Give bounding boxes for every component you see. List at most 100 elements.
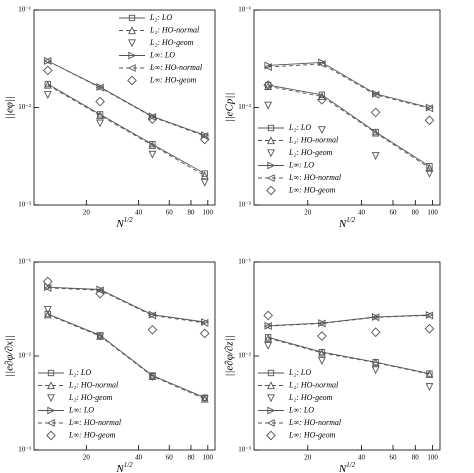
marker [317, 319, 326, 328]
legend-label: L₂: LO [68, 368, 91, 377]
marker [200, 178, 209, 187]
legend-marker [127, 75, 137, 86]
series-line [47, 314, 205, 400]
y-axis-label: ||e∂φ/∂z|| [224, 335, 236, 376]
legend-marker [267, 149, 275, 158]
legend-marker [267, 136, 275, 145]
marker [263, 80, 273, 90]
y-tick-label: 10⁻³ [238, 201, 251, 209]
marker [200, 395, 209, 404]
plot-frame [253, 9, 441, 206]
x-tick-label: 100 [203, 454, 214, 462]
legend-label: L∞: LO [288, 405, 314, 414]
y-tick-label: 10⁻¹ [238, 258, 251, 266]
marker [263, 322, 272, 331]
x-tick-label: 40 [135, 209, 143, 217]
marker [317, 348, 326, 357]
series-line [47, 286, 205, 323]
legend-marker [266, 419, 275, 427]
y-tick-label: 10⁻¹ [18, 258, 31, 266]
legend-marker [267, 394, 275, 403]
marker [318, 58, 327, 67]
marker [371, 366, 380, 375]
y-tick-label: 10⁻² [18, 103, 31, 111]
legend-marker [267, 381, 275, 390]
plot-frame [253, 261, 441, 451]
x-tick-label: 20 [83, 209, 91, 217]
marker [201, 318, 209, 326]
series-line [47, 287, 205, 324]
series-line [47, 313, 205, 399]
marker [425, 169, 434, 178]
marker [147, 324, 158, 335]
marker [42, 65, 53, 76]
x-tick-label: 80 [187, 454, 195, 462]
legend-marker [46, 419, 55, 427]
series-line [268, 85, 430, 169]
legend-label: L∞: HO-normal [288, 173, 342, 182]
x-tick-label: 100 [203, 209, 214, 217]
x-tick-label: 100 [427, 209, 438, 217]
x-tick-label: 40 [358, 454, 366, 462]
legend-label: L₂: HO-geom [68, 393, 113, 402]
y-tick-label: 10⁻² [238, 352, 251, 360]
legend-label: L∞: LO [68, 405, 94, 414]
marker [148, 373, 157, 382]
series-line [47, 84, 205, 177]
marker [370, 107, 381, 118]
x-tick-label: 20 [304, 454, 312, 462]
legend-marker [266, 174, 275, 182]
marker [371, 90, 380, 99]
x-axis-label: N1/2 [115, 461, 133, 473]
y-tick-label: 10⁻³ [18, 446, 31, 454]
marker [425, 370, 434, 378]
y-axis-label: ||eφ|| [4, 96, 16, 119]
marker [424, 323, 435, 334]
marker [264, 61, 273, 70]
marker [43, 80, 52, 89]
marker [147, 114, 158, 124]
legend-label: L₂: LO [288, 368, 311, 377]
y-tick-label: 10⁻² [18, 352, 31, 360]
legend-marker [128, 39, 136, 48]
marker [148, 141, 157, 149]
x-tick-label: 60 [166, 209, 174, 217]
legend-marker [128, 51, 137, 60]
legend-label: L∞: LO [149, 50, 175, 59]
marker [426, 163, 433, 170]
marker [371, 358, 380, 367]
legend-marker [267, 369, 275, 377]
legend-label: L∞: HO-geom [68, 430, 116, 439]
y-tick-label: 10⁻¹ [18, 6, 31, 14]
panel: 10⁻³ 10⁻² 10⁻¹ 20 40 60 80 100 N1/2 ||e∂φ/∂x|| L₂:… [4, 258, 216, 473]
marker [95, 288, 105, 299]
marker [95, 286, 104, 295]
legend-label: L₂: HO-normal [288, 135, 339, 144]
y-axis-label: ||e∂φ/∂x|| [4, 335, 16, 377]
x-tick-label: 20 [304, 209, 312, 217]
marker [148, 311, 157, 320]
panel: 10⁻³ 10⁻² 10⁻¹ 20 40 60 80 100 N1/2 ||eφ|| L₂: LO L… [4, 6, 216, 230]
marker [317, 92, 326, 101]
series-line [268, 63, 430, 109]
x-tick-label: 40 [358, 209, 366, 217]
legend-label: L₂: HO-geom [288, 393, 333, 402]
legend-label: L∞: HO-geom [288, 430, 336, 439]
x-tick-label: 80 [412, 454, 420, 462]
legend-marker [47, 406, 56, 415]
panel: 10⁻³ 10⁻² 10⁻¹ 20 40 60 80 100 N1/2 ||eCp|| L₂: LO… [224, 6, 441, 230]
marker [372, 89, 380, 98]
marker [264, 101, 273, 110]
marker [42, 276, 53, 287]
marker [371, 313, 380, 322]
marker [370, 327, 381, 338]
x-tick-label: 60 [389, 209, 397, 217]
x-tick-label: 80 [187, 209, 195, 217]
marker [148, 150, 157, 159]
marker [317, 126, 326, 135]
marker [43, 310, 52, 319]
legend-label: L₂: HO-normal [149, 25, 200, 34]
marker [96, 83, 105, 92]
marker [263, 63, 272, 71]
series-line [47, 83, 205, 174]
